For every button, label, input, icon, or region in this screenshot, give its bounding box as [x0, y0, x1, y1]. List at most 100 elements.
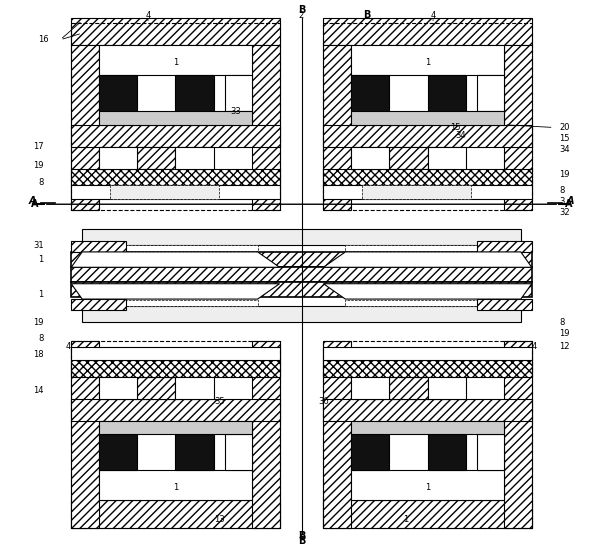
- Text: 17: 17: [33, 142, 44, 151]
- Text: 8: 8: [39, 178, 44, 187]
- Text: 4: 4: [431, 10, 436, 20]
- Bar: [323, 185, 532, 199]
- Text: 1: 1: [39, 255, 44, 263]
- Text: B: B: [298, 531, 305, 541]
- Bar: [175, 377, 214, 399]
- Bar: [428, 377, 466, 399]
- Text: 8: 8: [559, 317, 564, 327]
- Bar: [477, 435, 504, 470]
- Bar: [323, 500, 532, 528]
- Bar: [71, 399, 280, 421]
- Text: B: B: [364, 10, 371, 20]
- Text: 4: 4: [532, 342, 537, 352]
- Bar: [504, 45, 532, 210]
- Text: 14: 14: [33, 386, 44, 395]
- Bar: [428, 75, 466, 111]
- Bar: [323, 341, 532, 528]
- Bar: [323, 18, 532, 45]
- Text: 35: 35: [214, 397, 224, 406]
- Bar: [99, 435, 137, 470]
- Bar: [351, 75, 389, 111]
- Bar: [110, 185, 219, 199]
- Bar: [71, 241, 126, 252]
- Bar: [99, 75, 137, 111]
- Bar: [71, 23, 280, 210]
- Bar: [137, 377, 175, 399]
- Bar: [477, 299, 532, 310]
- Bar: [175, 435, 214, 470]
- Text: 3: 3: [559, 197, 564, 206]
- Text: 18: 18: [33, 350, 44, 359]
- Text: 4: 4: [145, 10, 151, 20]
- Bar: [225, 75, 252, 111]
- Bar: [389, 377, 428, 399]
- Bar: [82, 229, 521, 245]
- Text: 2: 2: [299, 531, 304, 541]
- Bar: [71, 18, 280, 45]
- Bar: [252, 341, 280, 528]
- Polygon shape: [71, 252, 280, 267]
- Bar: [71, 282, 532, 298]
- Text: 8: 8: [39, 334, 44, 343]
- Text: A: A: [564, 199, 572, 209]
- Bar: [82, 245, 257, 251]
- Bar: [137, 147, 175, 169]
- Bar: [477, 75, 504, 111]
- Bar: [71, 299, 126, 310]
- Text: 33: 33: [230, 106, 241, 116]
- Bar: [175, 75, 214, 111]
- Polygon shape: [323, 252, 532, 267]
- Bar: [99, 45, 252, 75]
- Text: 34: 34: [455, 131, 466, 140]
- Bar: [323, 23, 532, 210]
- Bar: [71, 169, 280, 185]
- Bar: [99, 377, 137, 399]
- Text: B: B: [298, 4, 305, 15]
- Bar: [99, 111, 252, 125]
- Bar: [428, 147, 466, 169]
- Bar: [71, 347, 280, 360]
- Bar: [71, 252, 532, 267]
- Bar: [99, 421, 252, 435]
- Text: A: A: [31, 199, 39, 209]
- Bar: [351, 377, 389, 399]
- Bar: [71, 500, 280, 528]
- Text: 1: 1: [173, 58, 178, 67]
- Polygon shape: [323, 284, 532, 299]
- Text: 20: 20: [559, 123, 570, 132]
- Bar: [477, 241, 532, 252]
- Text: 4: 4: [66, 342, 71, 352]
- Text: 8: 8: [559, 186, 564, 195]
- Bar: [71, 341, 99, 528]
- Bar: [252, 45, 280, 210]
- Text: 16: 16: [39, 35, 49, 44]
- Bar: [346, 245, 521, 251]
- Bar: [351, 147, 389, 169]
- Bar: [504, 341, 532, 528]
- Bar: [71, 341, 280, 528]
- Text: 36: 36: [318, 397, 329, 406]
- Bar: [351, 111, 504, 125]
- Bar: [323, 347, 532, 360]
- Bar: [351, 421, 504, 435]
- Bar: [225, 435, 252, 470]
- Bar: [323, 169, 532, 185]
- Bar: [346, 300, 521, 306]
- Bar: [351, 470, 504, 500]
- Polygon shape: [71, 284, 280, 299]
- Text: B: B: [298, 536, 305, 547]
- Bar: [82, 300, 257, 306]
- Bar: [323, 125, 532, 147]
- Text: 19: 19: [33, 317, 44, 327]
- Text: 1: 1: [173, 483, 178, 492]
- Bar: [99, 147, 137, 169]
- Bar: [71, 185, 280, 199]
- Bar: [82, 306, 521, 322]
- Text: 1: 1: [425, 58, 430, 67]
- Bar: [99, 470, 252, 500]
- Text: 12: 12: [559, 342, 570, 352]
- Text: 2: 2: [299, 10, 304, 20]
- Text: 19: 19: [33, 161, 44, 170]
- Text: A: A: [29, 197, 37, 207]
- Bar: [175, 147, 214, 169]
